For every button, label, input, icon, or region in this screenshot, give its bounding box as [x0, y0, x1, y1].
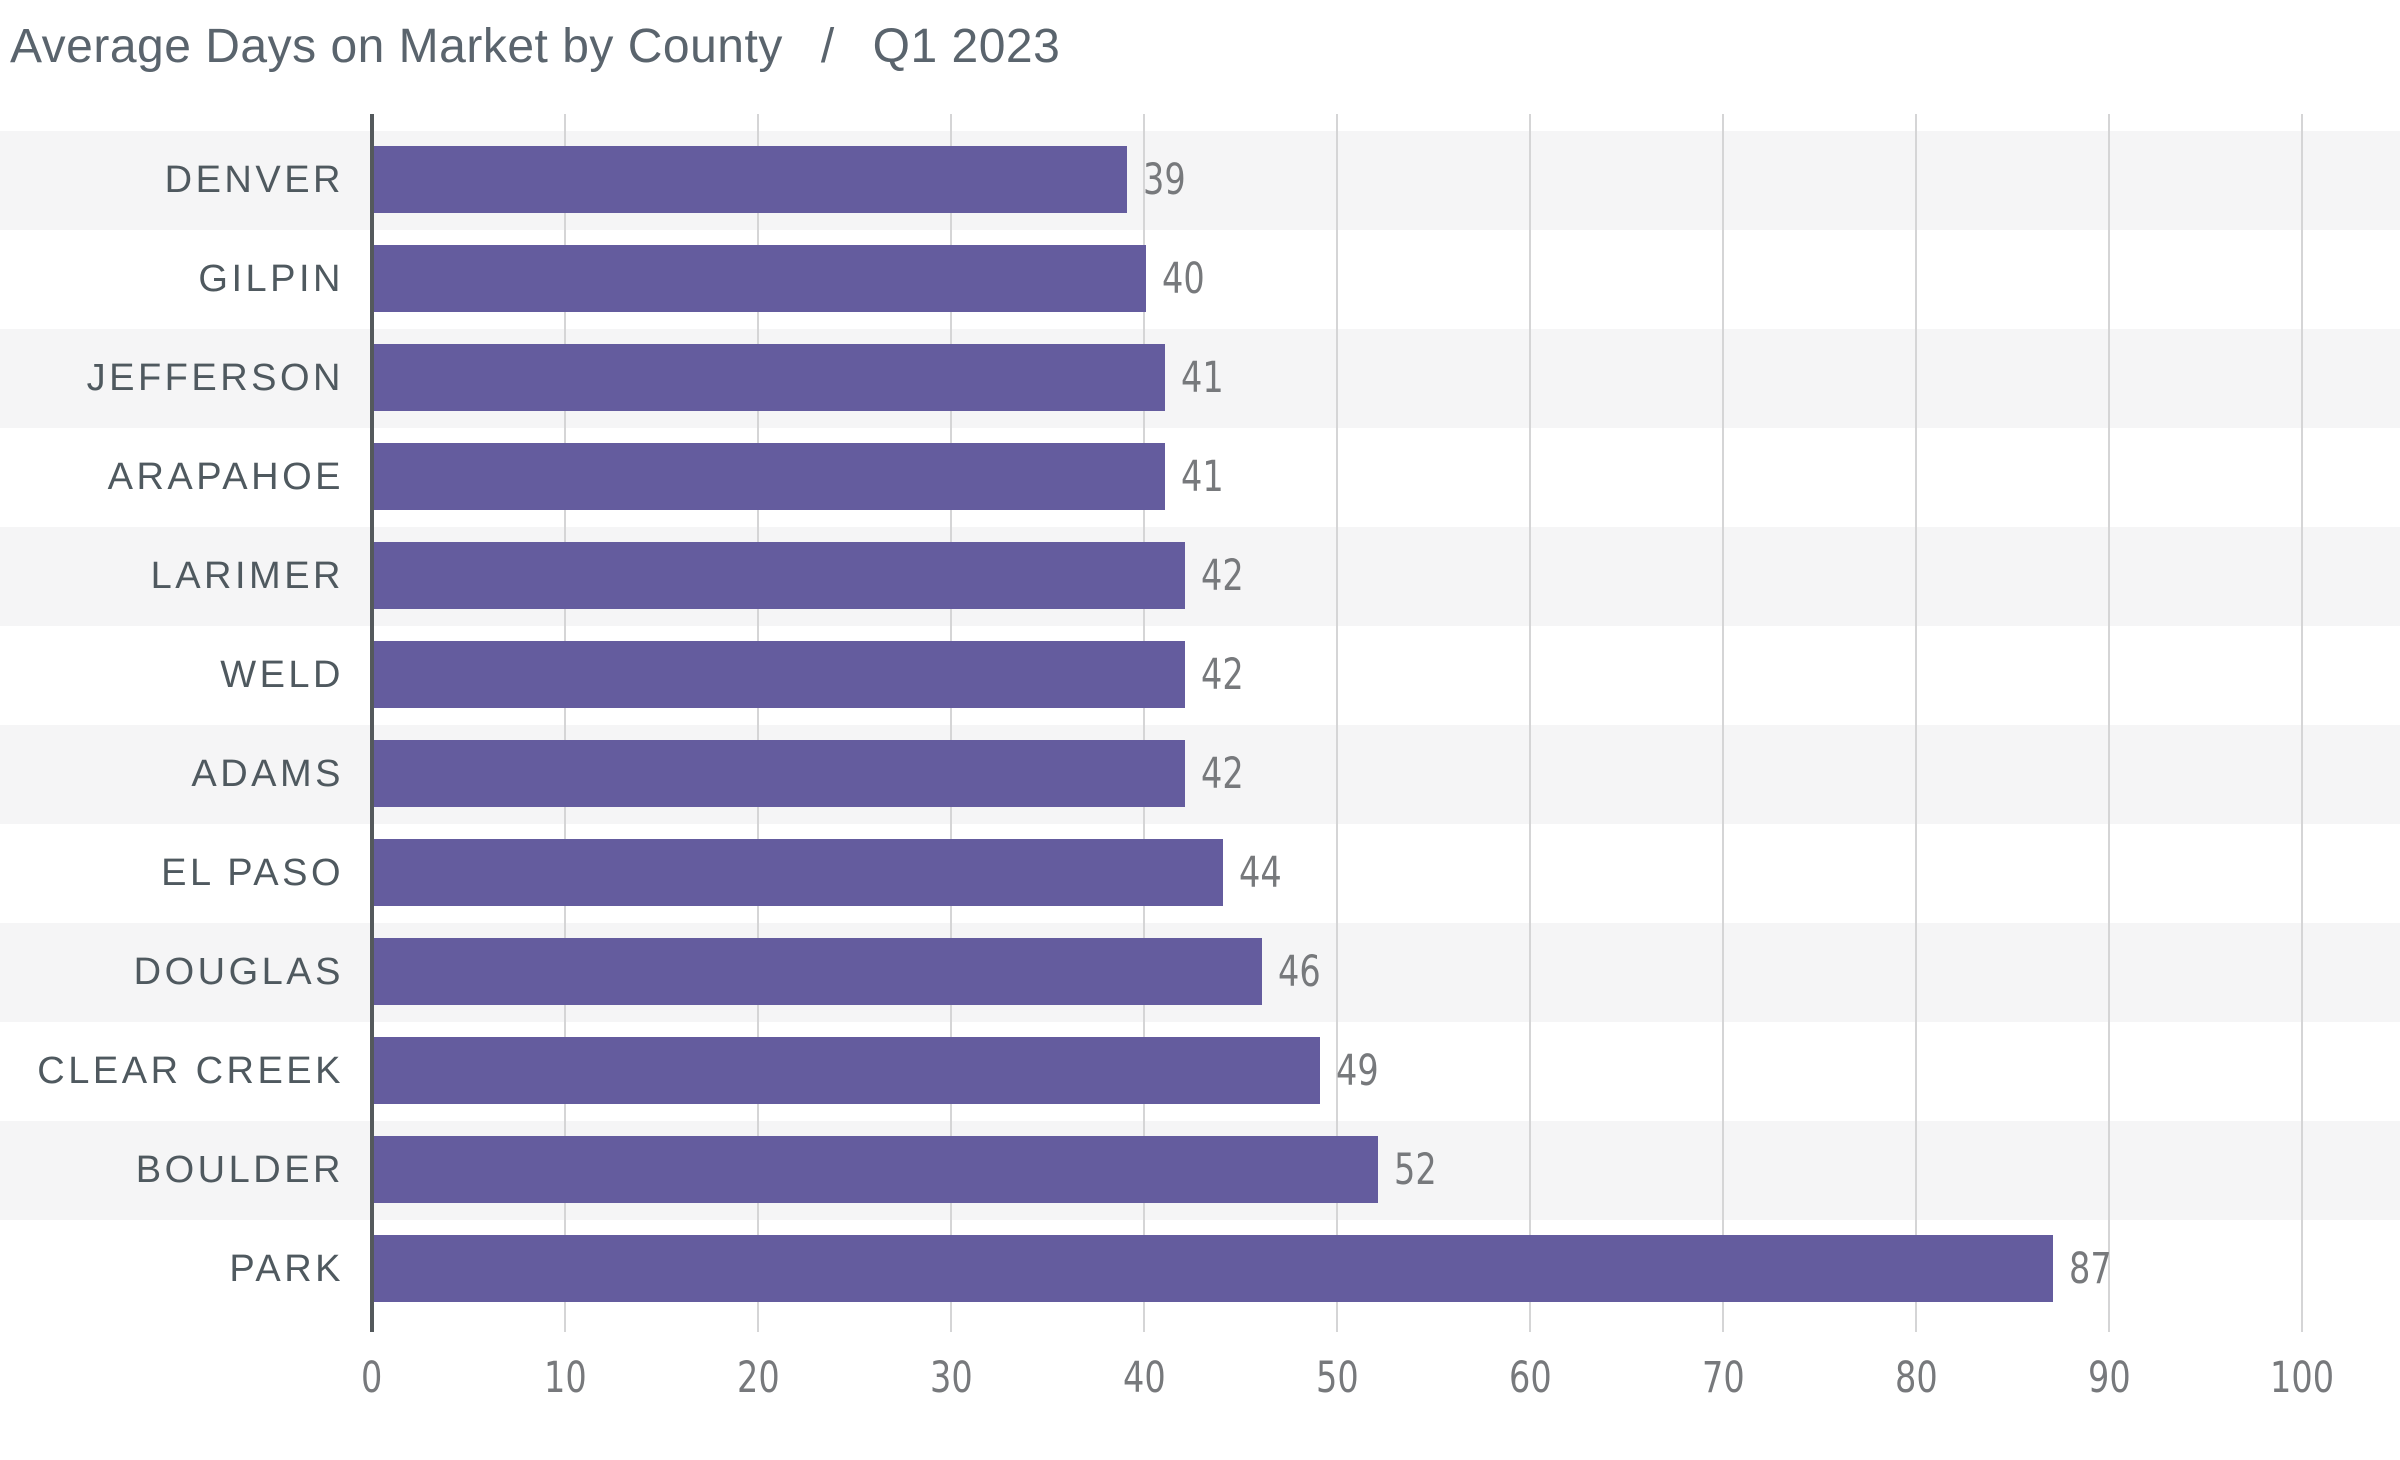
gridline	[1915, 114, 1917, 1332]
y-axis-line	[370, 114, 374, 1332]
chart-title: Average Days on Market by County / Q1 20…	[10, 16, 1060, 76]
value-label: 40	[1162, 230, 1217, 329]
gridline	[2108, 114, 2110, 1332]
bar	[374, 245, 1146, 312]
value-label: 49	[1336, 1022, 1391, 1121]
category-label: PARK	[229, 1248, 344, 1290]
x-tick-label: 0	[302, 1352, 442, 1404]
gridline	[1722, 114, 1724, 1332]
value-label-text: 87	[2069, 1244, 2112, 1294]
category-label: GILPIN	[198, 258, 344, 300]
bar	[374, 1235, 2053, 1302]
gridline	[1529, 114, 1531, 1332]
value-label-text: 44	[1239, 848, 1282, 898]
value-label: 46	[1278, 923, 1333, 1022]
x-tick-label-text: 20	[736, 1353, 780, 1403]
value-label: 42	[1201, 725, 1256, 824]
x-tick-label-text: 100	[2269, 1353, 2335, 1403]
category-label: ARAPAHOE	[107, 456, 344, 498]
chart-title-text: Average Days on Market by County	[10, 19, 783, 73]
gridline	[2301, 114, 2303, 1332]
x-tick-label: 100	[2232, 1352, 2372, 1404]
gridline	[1336, 114, 1338, 1332]
value-label: 87	[2069, 1220, 2124, 1319]
gridline	[950, 114, 952, 1332]
x-tick-label: 40	[1074, 1352, 1214, 1404]
x-tick-label-text: 30	[929, 1353, 973, 1403]
x-tick-label: 80	[1846, 1352, 1986, 1404]
category-label: ADAMS	[191, 753, 344, 795]
bar	[374, 443, 1165, 510]
category-label: CLEAR CREEK	[37, 1050, 344, 1092]
bar	[374, 839, 1223, 906]
value-label-text: 49	[1336, 1046, 1379, 1096]
x-tick-label-text: 80	[1894, 1353, 1938, 1403]
value-label-text: 42	[1201, 551, 1244, 601]
category-label: JEFFERSON	[86, 357, 344, 399]
value-label-text: 42	[1201, 650, 1244, 700]
gridline	[757, 114, 759, 1332]
category-label: BOULDER	[135, 1149, 344, 1191]
bar	[374, 344, 1165, 411]
x-tick-label: 20	[688, 1352, 828, 1404]
x-tick-label: 60	[1460, 1352, 1600, 1404]
category-label: LARIMER	[150, 555, 344, 597]
x-tick-label-text: 40	[1122, 1353, 1166, 1403]
bar	[374, 740, 1185, 807]
gridline	[564, 114, 566, 1332]
chart-period: Q1 2023	[872, 19, 1061, 73]
x-tick-label: 50	[1267, 1352, 1407, 1404]
value-label: 41	[1181, 329, 1236, 428]
value-label: 52	[1394, 1121, 1449, 1220]
bar	[374, 542, 1185, 609]
bar	[374, 1136, 1378, 1203]
x-tick-label-text: 10	[543, 1353, 587, 1403]
x-tick-label: 10	[495, 1352, 635, 1404]
bar	[374, 641, 1185, 708]
row-stripe	[0, 725, 2400, 824]
x-tick-label-text: 50	[1315, 1353, 1359, 1403]
value-label: 42	[1201, 527, 1256, 626]
value-label-text: 39	[1143, 155, 1186, 205]
value-label-text: 52	[1394, 1145, 1437, 1195]
category-label: EL PASO	[161, 852, 344, 894]
value-label: 42	[1201, 626, 1256, 725]
row-stripe	[0, 131, 2400, 230]
value-label: 39	[1143, 131, 1198, 230]
value-label: 44	[1239, 824, 1294, 923]
category-label: DOUGLAS	[133, 951, 344, 993]
value-label-text: 46	[1278, 947, 1321, 997]
value-label-text: 41	[1181, 353, 1224, 403]
value-label-text: 42	[1201, 749, 1244, 799]
x-tick-label: 30	[881, 1352, 1021, 1404]
row-stripe	[0, 527, 2400, 626]
category-label: WELD	[220, 654, 344, 696]
x-tick-label: 70	[1653, 1352, 1793, 1404]
title-separator: /	[820, 19, 835, 73]
value-label-text: 41	[1181, 452, 1224, 502]
bar	[374, 1037, 1320, 1104]
x-tick-label: 90	[2039, 1352, 2179, 1404]
bar	[374, 146, 1127, 213]
value-label-text: 40	[1162, 254, 1205, 304]
bar	[374, 938, 1262, 1005]
value-label: 41	[1181, 428, 1236, 527]
gridline	[1143, 114, 1145, 1332]
category-label: DENVER	[164, 159, 344, 201]
x-tick-label-text: 70	[1701, 1353, 1745, 1403]
x-tick-label-text: 0	[361, 1353, 383, 1403]
x-tick-label-text: 90	[2087, 1353, 2131, 1403]
x-tick-label-text: 60	[1508, 1353, 1552, 1403]
